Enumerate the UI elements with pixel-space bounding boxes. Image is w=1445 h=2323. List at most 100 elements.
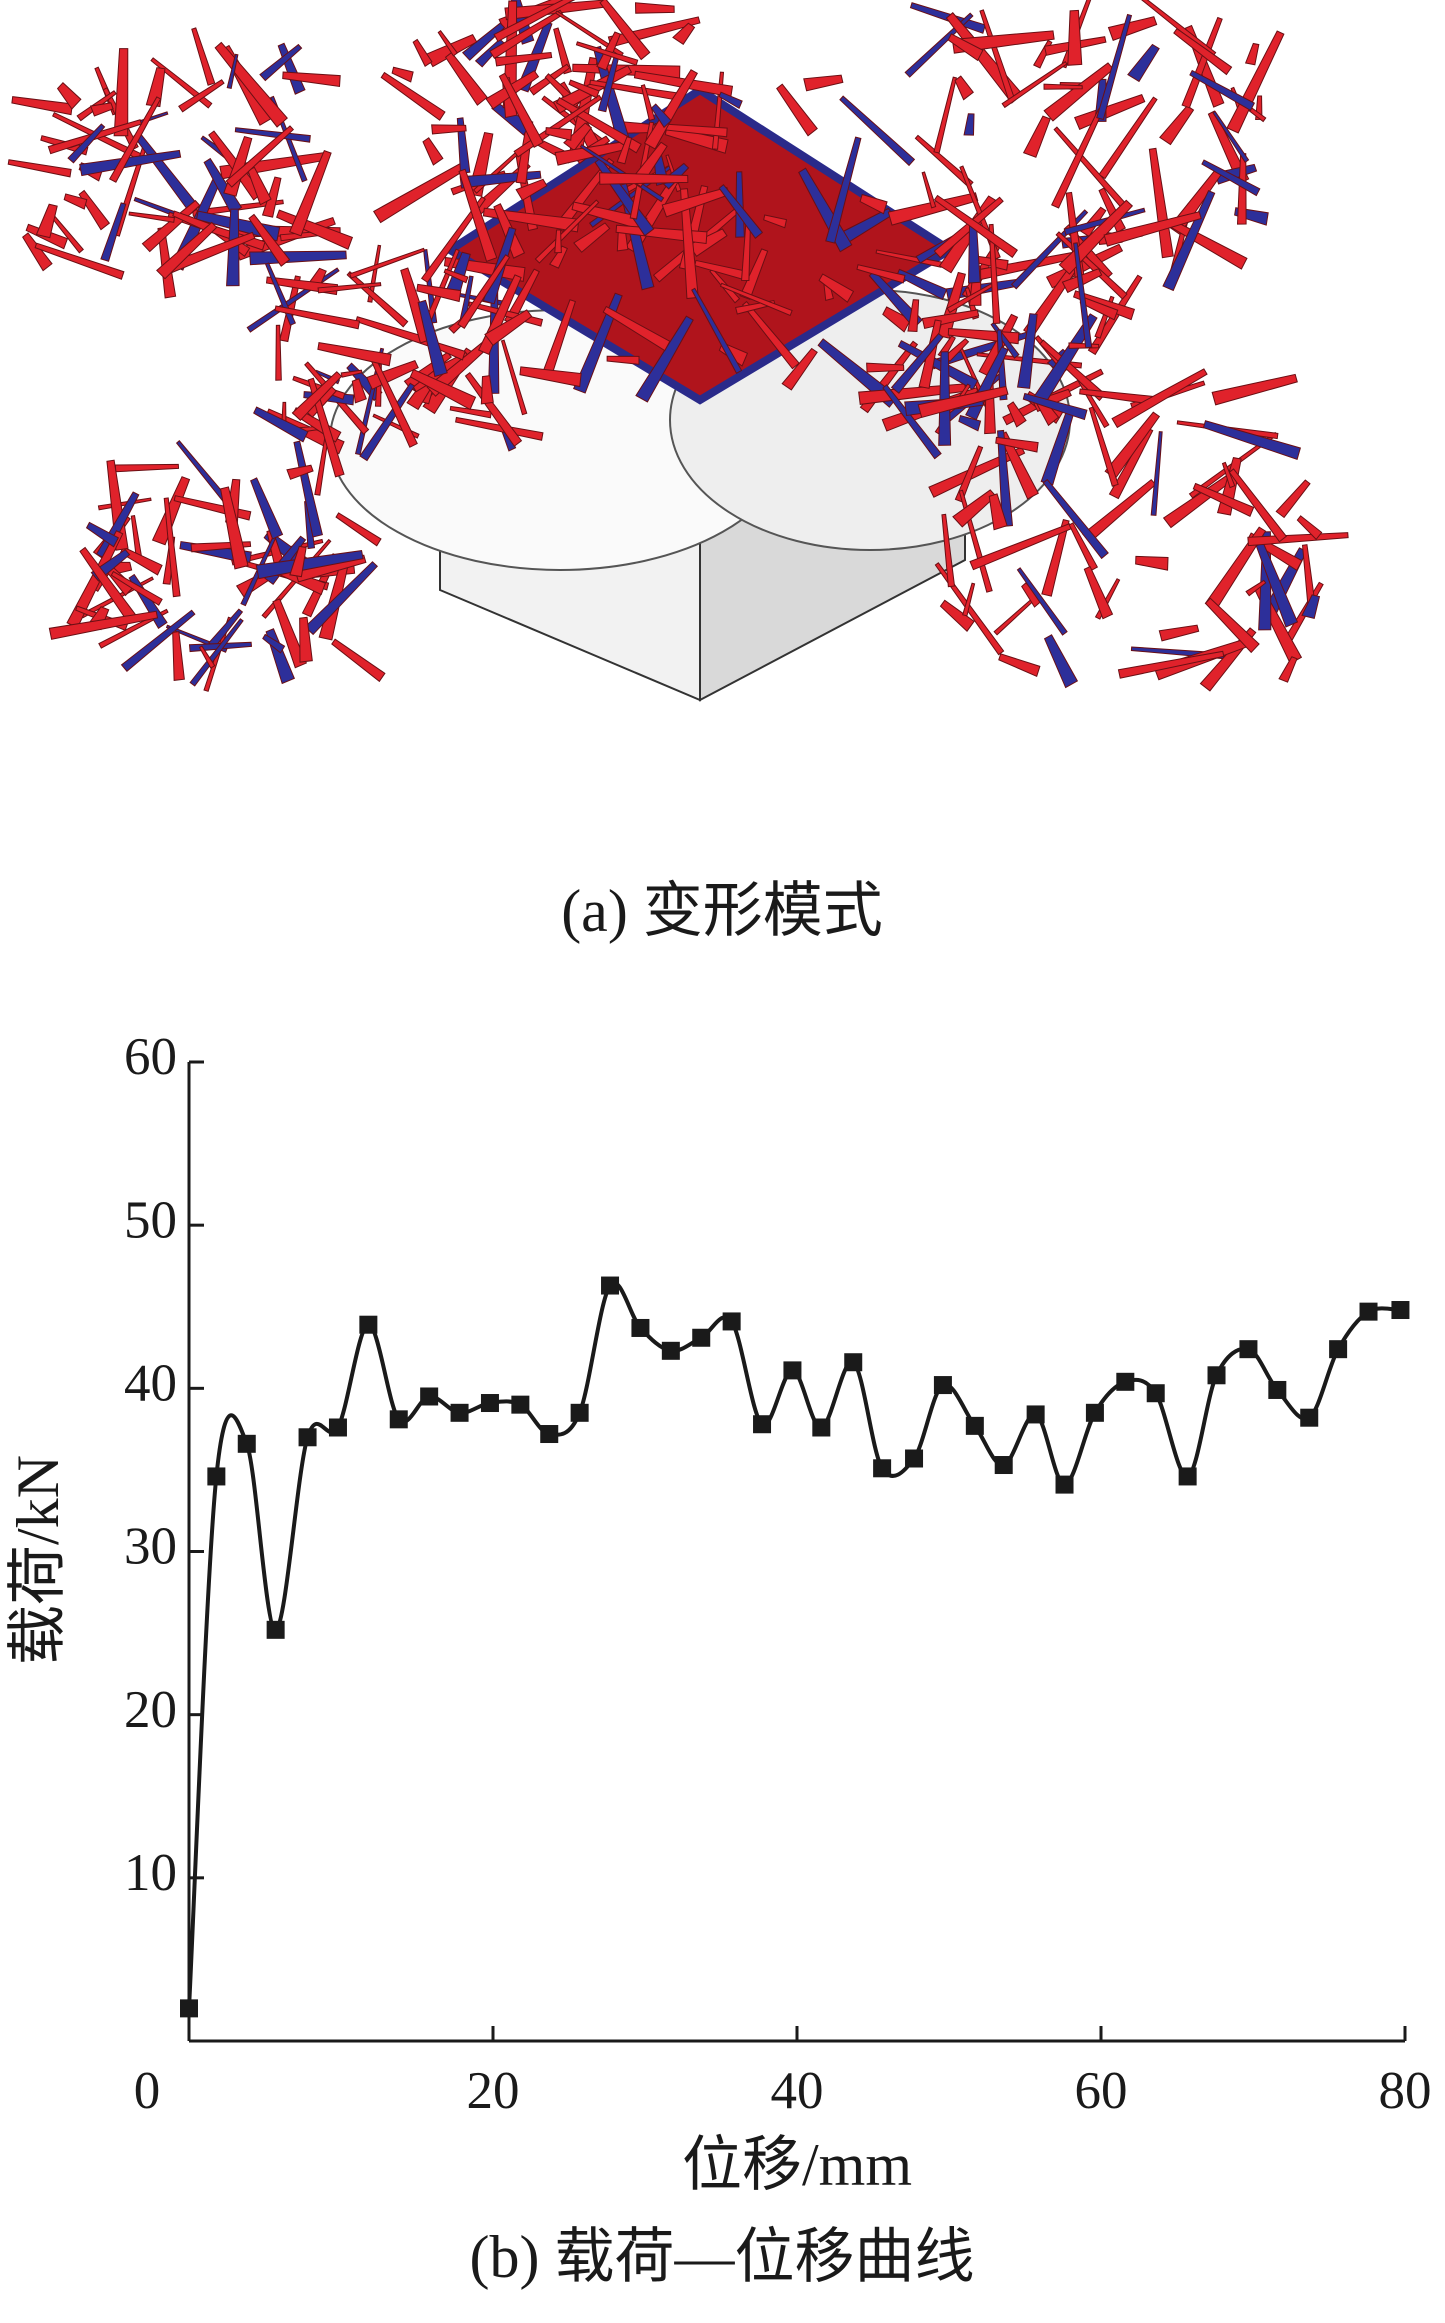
debris [988, 223, 1001, 325]
marker [1268, 1380, 1287, 1399]
debris [573, 222, 611, 253]
marker [812, 1418, 831, 1437]
debris [253, 406, 309, 443]
debris [1043, 83, 1083, 90]
debris [882, 384, 942, 460]
y-tick-label: 60 [124, 1028, 177, 1086]
x-axis-label: 位移/mm [682, 2132, 912, 2198]
debris [866, 362, 905, 373]
debris [317, 282, 382, 294]
debris [1107, 16, 1158, 41]
debris [739, 248, 769, 301]
debris [293, 440, 323, 538]
debris [1083, 565, 1114, 620]
debris [108, 96, 162, 183]
debris [214, 41, 288, 128]
debris [548, 245, 568, 269]
debris [67, 123, 106, 164]
debris [35, 203, 58, 239]
marker [328, 1418, 347, 1437]
debris [274, 305, 361, 330]
debris [998, 653, 1041, 677]
debris [282, 71, 341, 88]
debris [455, 416, 544, 441]
debris [947, 33, 984, 62]
debris [444, 51, 488, 106]
debris [272, 598, 308, 669]
debris [480, 375, 494, 405]
debris [1148, 147, 1174, 259]
debris [1041, 519, 1070, 597]
debris [1053, 126, 1130, 213]
debris [1103, 211, 1202, 247]
debris [1043, 62, 1114, 122]
debris [409, 368, 477, 411]
debris [890, 332, 944, 394]
marker [1300, 1408, 1319, 1427]
debris [1006, 401, 1027, 428]
debris [1073, 242, 1093, 349]
debris [554, 229, 562, 254]
marker [994, 1456, 1013, 1475]
debris [1204, 597, 1260, 654]
debris [515, 178, 548, 201]
debris [519, 366, 582, 388]
debris [563, 122, 593, 152]
debris [113, 48, 129, 137]
debris [952, 489, 997, 528]
marker [237, 1434, 256, 1453]
debris [422, 137, 444, 166]
x-tick-label: 80 [1379, 2062, 1432, 2120]
load-curve [187, 1280, 1401, 2009]
debris [954, 445, 984, 503]
debris [1247, 532, 1349, 547]
debris [602, 305, 671, 352]
debris [500, 339, 528, 416]
debris [917, 385, 1009, 419]
debris [449, 405, 492, 419]
debris [1096, 13, 1133, 121]
debris [443, 268, 469, 284]
marker [933, 1376, 952, 1395]
debris [568, 79, 600, 99]
debris [78, 189, 111, 231]
debris [1189, 69, 1256, 112]
marker [1026, 1405, 1045, 1424]
debris [457, 254, 511, 329]
marker [570, 1403, 589, 1422]
deformation-image [7, 0, 1349, 702]
debris [34, 242, 125, 280]
debris [417, 299, 448, 378]
debris [225, 125, 295, 188]
marker [1055, 1475, 1074, 1494]
debris [226, 53, 239, 89]
marker [1239, 1340, 1258, 1359]
debris [553, 27, 573, 75]
debris [178, 79, 225, 113]
marker [420, 1387, 439, 1406]
debris [1244, 42, 1260, 66]
debris [299, 616, 313, 663]
marker [480, 1394, 499, 1413]
debris [249, 250, 347, 266]
debris [503, 268, 540, 325]
debris [351, 378, 367, 404]
debris [493, 0, 575, 43]
debris [275, 324, 282, 381]
debris [1212, 110, 1250, 163]
debris [1192, 482, 1255, 518]
debris [1245, 579, 1267, 597]
debris [420, 196, 486, 284]
debris [1016, 313, 1038, 389]
debris [996, 329, 1008, 401]
y-tick-label: 30 [124, 1518, 177, 1576]
marker [1329, 1340, 1348, 1359]
marker [844, 1353, 863, 1372]
debris [962, 582, 976, 617]
debris [1278, 656, 1298, 683]
debris [141, 199, 201, 253]
debris [1111, 368, 1208, 429]
debris [1127, 43, 1160, 83]
debris [1117, 650, 1225, 679]
